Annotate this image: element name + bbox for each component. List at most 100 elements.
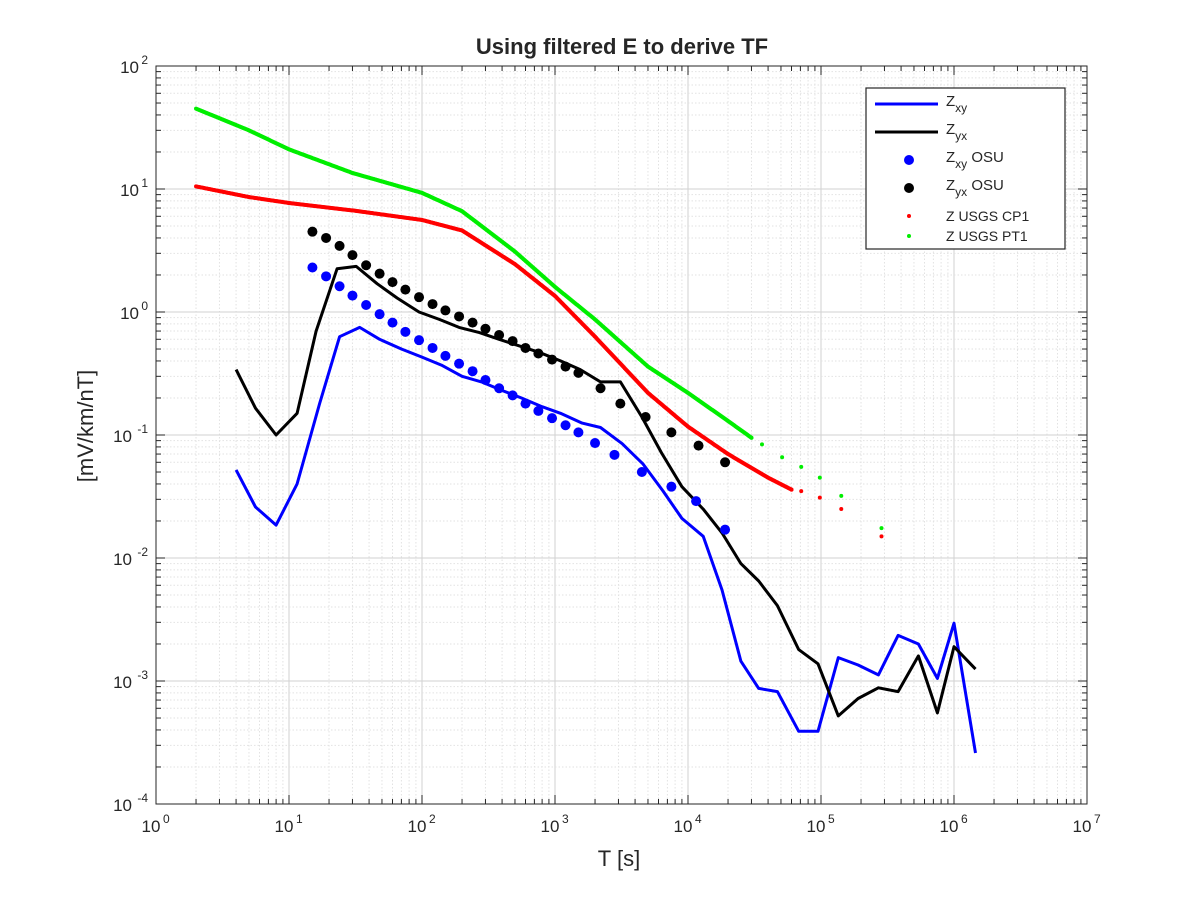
legend-label-subscript: xy <box>955 157 967 171</box>
legend-swatch-dot <box>904 155 914 165</box>
data-point <box>321 271 331 281</box>
data-point <box>347 250 357 260</box>
data-point <box>361 300 371 310</box>
y-tick-label-exponent: -3 <box>137 668 148 682</box>
y-tick-label-base: 10 <box>113 427 132 446</box>
data-point <box>400 327 410 337</box>
x-tick-label-base: 10 <box>940 817 959 836</box>
x-tick-label-exponent: 0 <box>163 812 170 826</box>
x-tick-label-exponent: 7 <box>1094 812 1101 826</box>
data-point <box>691 496 701 506</box>
data-point <box>615 399 625 409</box>
data-point <box>440 305 450 315</box>
y-tick-label-exponent: -2 <box>137 545 148 559</box>
data-point <box>533 406 543 416</box>
data-point <box>749 436 753 440</box>
data-point <box>799 489 803 493</box>
data-point <box>347 291 357 301</box>
data-point <box>361 260 371 270</box>
data-point <box>428 299 438 309</box>
x-tick-label-base: 10 <box>541 817 560 836</box>
data-point <box>760 442 764 446</box>
data-point <box>818 496 822 500</box>
y-tick-label-base: 10 <box>113 550 132 569</box>
legend-swatch-dot <box>907 214 911 218</box>
legend-label-subscript: xy <box>955 101 967 115</box>
data-point <box>414 335 424 345</box>
data-point <box>400 285 410 295</box>
data-point <box>454 311 464 321</box>
y-tick-label-exponent: 0 <box>141 299 148 313</box>
legend-label-suffix: OSU <box>967 149 1004 166</box>
y-tick-label-base: 10 <box>120 181 139 200</box>
data-point <box>508 390 518 400</box>
y-tick-label-base: 10 <box>113 796 132 815</box>
data-point <box>480 375 490 385</box>
data-point <box>780 455 784 459</box>
data-point <box>508 336 518 346</box>
data-point <box>375 269 385 279</box>
data-point <box>641 412 651 422</box>
y-tick-label-base: 10 <box>113 673 132 692</box>
data-point <box>454 359 464 369</box>
data-point <box>561 420 571 430</box>
data-point <box>839 507 843 511</box>
data-point <box>637 467 647 477</box>
data-point <box>335 281 345 291</box>
data-point <box>879 534 883 538</box>
data-point <box>666 482 676 492</box>
x-tick-label-base: 10 <box>275 817 294 836</box>
data-point <box>547 413 557 423</box>
x-tick-label-exponent: 2 <box>429 812 436 826</box>
legend-swatch-dot <box>907 234 911 238</box>
data-point <box>440 351 450 361</box>
data-point <box>414 292 424 302</box>
data-point <box>335 241 345 251</box>
data-point <box>387 277 397 287</box>
y-tick-label-exponent: -4 <box>137 791 148 805</box>
data-point <box>879 526 883 530</box>
data-point <box>494 383 504 393</box>
x-tick-label-exponent: 4 <box>695 812 702 826</box>
data-point <box>596 383 606 393</box>
data-point <box>375 309 385 319</box>
data-point <box>590 438 600 448</box>
data-point <box>480 324 490 334</box>
data-point <box>428 343 438 353</box>
legend-label-main: Z <box>946 177 955 194</box>
legend-label-subscript: yx <box>955 129 967 143</box>
x-axis-label: T [s] <box>598 846 640 871</box>
data-point <box>666 427 676 437</box>
legend-label-main: Z <box>946 121 955 138</box>
data-point <box>720 525 730 535</box>
x-tick-label-exponent: 1 <box>296 812 303 826</box>
data-point <box>494 330 504 340</box>
data-point <box>573 368 583 378</box>
x-tick-label-base: 10 <box>142 817 161 836</box>
data-point <box>321 233 331 243</box>
legend-label: Z USGS CP1 <box>946 208 1029 224</box>
data-point <box>720 457 730 467</box>
legend-label: Z USGS PT1 <box>946 228 1028 244</box>
data-point <box>609 450 619 460</box>
x-tick-label-exponent: 3 <box>562 812 569 826</box>
data-point <box>387 318 397 328</box>
y-axis-label: [mV/km/nT] <box>73 370 98 482</box>
chart-title: Using filtered E to derive TF <box>476 34 768 59</box>
x-tick-label-base: 10 <box>1073 817 1092 836</box>
data-point <box>547 355 557 365</box>
x-tick-label-base: 10 <box>408 817 427 836</box>
data-point <box>694 441 704 451</box>
x-tick-label-base: 10 <box>807 817 826 836</box>
legend-label-subscript: yx <box>955 185 967 199</box>
y-tick-label-exponent: -1 <box>137 422 148 436</box>
data-point <box>520 343 530 353</box>
legend-label-main: Z <box>946 149 955 166</box>
data-point <box>468 318 478 328</box>
legend-label-suffix: OSU <box>967 177 1004 194</box>
y-tick-label-base: 10 <box>120 304 139 323</box>
legend-label-main: Z <box>946 93 955 110</box>
